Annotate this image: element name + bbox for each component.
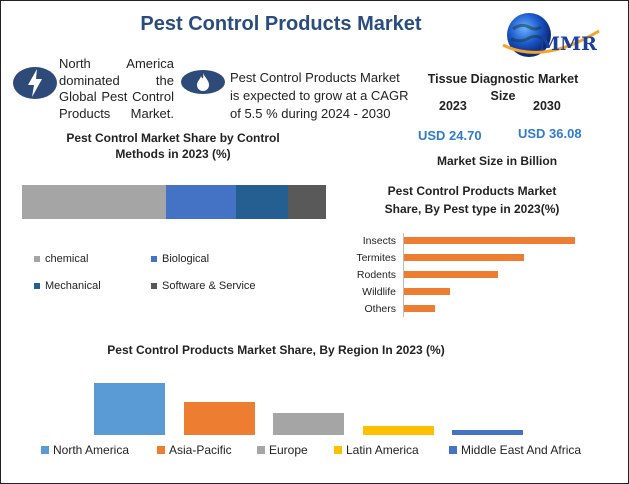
intro-left-text: North America dominated the Global Pest … — [59, 56, 174, 121]
region-chart-title: Pest Control Products Market Share, By R… — [107, 343, 445, 357]
legend-swatch — [157, 446, 165, 454]
market-year-end: 2030 — [533, 99, 561, 113]
logo-text: MMR — [539, 33, 597, 55]
legend-label: chemical — [45, 253, 89, 265]
legend-swatch — [151, 256, 157, 262]
pest-type-bar — [404, 288, 451, 295]
pest-type-bar — [404, 237, 575, 244]
legend-swatch — [257, 446, 265, 454]
region-bar — [452, 429, 523, 435]
legend-swatch — [449, 446, 457, 454]
legend-label: Mechanical — [45, 280, 101, 292]
control-methods-chart-title: Pest Control Market Share by Control Met… — [66, 131, 280, 161]
control-method-segment-1 — [166, 185, 237, 219]
region-legend-item: North America — [41, 443, 129, 457]
region-legend-item: Middle East And Africa — [449, 443, 581, 457]
pest-type-chart-title: Pest Control Products Market Share, By P… — [384, 184, 560, 216]
legend-label: Middle East And Africa — [461, 443, 582, 457]
legend-swatch — [34, 256, 40, 262]
market-size-caption: Market Size in Billion — [437, 154, 558, 168]
control-method-segment-3 — [288, 185, 326, 219]
market-year-start: 2023 — [439, 99, 467, 113]
control-methods-stacked-bar — [22, 185, 326, 219]
flame-icon — [197, 73, 209, 91]
legend-swatch — [334, 446, 342, 454]
market-value-start: USD 24.70 — [418, 128, 482, 143]
legend-label: North America — [53, 443, 130, 457]
control-method-segment-2 — [236, 185, 288, 219]
mmr-logo: MMR — [499, 11, 619, 59]
pest-type-bar — [404, 254, 524, 261]
pest-type-label: Wildlife — [362, 286, 396, 298]
pest-type-bar — [404, 271, 499, 278]
legend-swatch — [41, 446, 49, 454]
pest-type-label: Termites — [356, 252, 396, 264]
region-bar — [94, 383, 165, 435]
region-legend-item: Europe — [257, 443, 308, 457]
legend-label: Biological — [162, 253, 210, 265]
legend-swatch — [34, 283, 40, 289]
control-method-legend-item: Mechanical — [34, 280, 101, 292]
legend-label: Europe — [269, 443, 308, 457]
pest-type-label: Others — [364, 303, 396, 315]
region-bar — [184, 402, 255, 435]
pest-type-axis — [403, 233, 404, 317]
region-bar — [273, 412, 344, 435]
lightning-icon — [28, 69, 42, 97]
control-method-segment-0 — [22, 185, 167, 219]
control-method-legend-item: Biological — [151, 253, 209, 265]
legend-label: Software & Service — [162, 280, 256, 292]
region-bar — [363, 426, 434, 435]
page-title: Pest Control Products Market — [140, 13, 422, 35]
legend-label: Asia-Pacific — [169, 443, 232, 457]
region-legend-item: Latin America — [334, 443, 419, 457]
pest-type-label: Rodents — [356, 269, 396, 281]
market-value-end: USD 36.08 — [518, 126, 582, 141]
control-method-legend-item: Software & Service — [151, 280, 256, 292]
intro-right-text: Pest Control Products Market is expected… — [230, 70, 409, 121]
pest-type-bar — [404, 305, 435, 312]
legend-label: Latin America — [346, 443, 419, 457]
flame-icon-badge — [181, 70, 225, 94]
globe-icon — [502, 13, 600, 57]
market-size-title: Tissue Diagnostic Market Size — [427, 72, 579, 103]
region-legend-item: Asia-Pacific — [157, 443, 232, 457]
legend-swatch — [151, 283, 157, 289]
control-method-legend-item: chemical — [34, 253, 88, 265]
pest-type-label: Insects — [362, 235, 396, 247]
lightning-icon-badge — [13, 67, 57, 99]
